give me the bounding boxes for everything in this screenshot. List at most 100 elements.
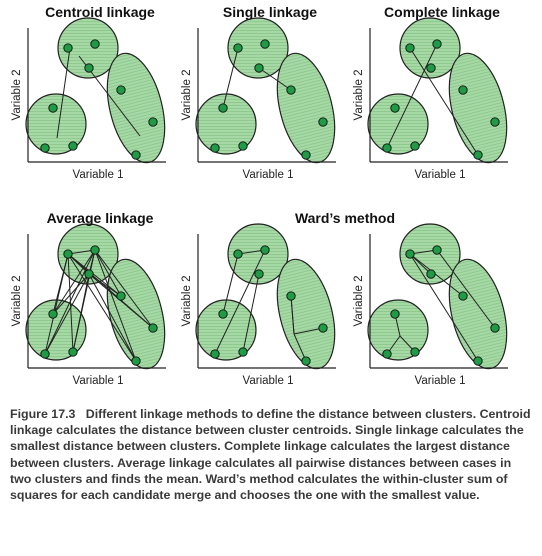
- cluster-top: [57, 17, 119, 79]
- linkage-line: [293, 327, 324, 335]
- data-point: [410, 347, 420, 357]
- data-point: [116, 291, 126, 301]
- linkage-line: [67, 253, 74, 353]
- linkage-line: [436, 249, 496, 329]
- y-axis-label: Variable 2: [353, 70, 365, 121]
- data-point: [84, 269, 94, 279]
- linkage-line: [44, 253, 69, 355]
- data-point: [426, 269, 436, 279]
- cluster-top: [227, 223, 289, 285]
- data-point: [68, 347, 78, 357]
- data-point: [426, 63, 436, 73]
- data-point: [382, 143, 392, 153]
- panel-ward1: Variable 1 Variable 2: [181, 223, 336, 387]
- figure-caption: Figure 17.3 Different linkage methods to…: [10, 406, 532, 503]
- linkage-line: [44, 273, 90, 355]
- data-point: [63, 249, 73, 259]
- linkage-line: [258, 67, 292, 91]
- y-axis-label: Variable 2: [11, 70, 23, 121]
- panel-title: Complete linkage: [384, 4, 500, 20]
- linkage-line: [88, 273, 154, 329]
- x-axis-label: Variable 1: [73, 169, 124, 181]
- data-point: [116, 85, 126, 95]
- data-point: [233, 249, 243, 259]
- panel-title: Single linkage: [223, 4, 317, 20]
- x-axis-label: Variable 1: [73, 375, 124, 387]
- data-point: [63, 43, 73, 53]
- data-point: [318, 323, 328, 333]
- data-point: [318, 117, 328, 127]
- linkage-line: [88, 273, 122, 297]
- data-point: [238, 141, 248, 151]
- linkage-line: [67, 253, 137, 362]
- data-point: [48, 103, 58, 113]
- linkage-line: [386, 43, 438, 149]
- data-point: [473, 356, 483, 366]
- x-axis-label: Variable 1: [415, 375, 466, 387]
- data-point: [90, 245, 100, 255]
- data-point: [490, 323, 500, 333]
- linkage-line: [52, 249, 96, 315]
- linkage-line: [52, 273, 90, 315]
- panel-single: Variable 1 Variable 2 Single linkage: [181, 4, 336, 181]
- data-point: [210, 143, 220, 153]
- y-axis-label: Variable 2: [11, 276, 23, 327]
- linkage-diagram-figure: Variable 1 Variable 2 Centroid linkage Vari…: [11, 4, 508, 387]
- data-point: [254, 269, 264, 279]
- x-axis-label: Variable 1: [243, 169, 294, 181]
- x-axis-label: Variable 1: [415, 169, 466, 181]
- linkage-line: [409, 253, 464, 297]
- data-point: [68, 141, 78, 151]
- data-point: [210, 349, 220, 359]
- linkage-line: [242, 273, 260, 353]
- data-point: [40, 349, 50, 359]
- cluster-top: [227, 17, 289, 79]
- data-point: [301, 356, 311, 366]
- panel-title: Average linkage: [47, 210, 154, 226]
- data-point: [90, 39, 100, 49]
- panel-centroid: Variable 1 Variable 2 Centroid linkage: [11, 4, 166, 181]
- linkage-line: [72, 273, 90, 353]
- x-axis-label: Variable 1: [243, 375, 294, 387]
- data-point: [286, 291, 296, 301]
- linkage-line: [44, 249, 96, 355]
- panel-ward2: Variable 1 Variable 2: [353, 223, 508, 387]
- data-point: [148, 323, 158, 333]
- data-point: [458, 291, 468, 301]
- data-point: [473, 150, 483, 160]
- data-point: [254, 63, 264, 73]
- data-point: [84, 63, 94, 73]
- data-point: [218, 309, 228, 319]
- data-point: [131, 150, 141, 160]
- data-point: [148, 117, 158, 127]
- data-point: [301, 150, 311, 160]
- linkage-line: [293, 333, 307, 362]
- cluster-top: [399, 223, 461, 285]
- data-point: [405, 249, 415, 259]
- data-point: [390, 103, 400, 113]
- y-axis-label: Variable 2: [181, 276, 193, 327]
- data-point: [490, 117, 500, 127]
- linkage-line: [94, 249, 137, 362]
- data-point: [233, 43, 243, 53]
- data-point: [458, 85, 468, 95]
- caption-figure-label: Figure 17.3: [10, 407, 76, 421]
- data-point: [390, 309, 400, 319]
- linkage-line: [222, 253, 239, 315]
- linkage-line: [67, 253, 90, 275]
- cluster-left: [367, 299, 429, 361]
- linkage-line: [214, 249, 266, 355]
- panel-average: Variable 1 Variable 2 Average linkage: [11, 210, 166, 387]
- data-point: [131, 356, 141, 366]
- y-axis-label: Variable 2: [353, 276, 365, 327]
- linkage-line: [222, 47, 239, 109]
- caption-text: Different linkage methods to define the …: [10, 407, 531, 503]
- linkage-line: [67, 253, 122, 297]
- linkage-line: [409, 47, 479, 156]
- data-point: [40, 143, 50, 153]
- linkage-line: [409, 253, 479, 362]
- data-point: [260, 39, 270, 49]
- linkage-line: [56, 47, 71, 139]
- data-point: [432, 39, 442, 49]
